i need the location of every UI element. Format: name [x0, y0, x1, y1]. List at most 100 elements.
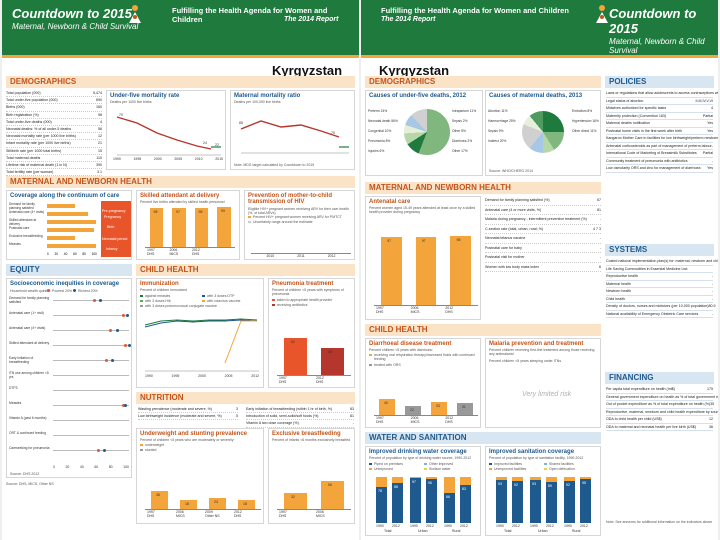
- diarrhoea-source: DHS: [376, 420, 384, 424]
- water-bar-other: [460, 477, 471, 485]
- demographic-label: Total maternal deaths: [6, 155, 41, 160]
- policy-value: Yes: [707, 166, 713, 170]
- u5-cause-label: Congenital 10%: [368, 129, 392, 133]
- brand-block-right: Countdown to 2015 Maternal, Newborn & Ch…: [609, 6, 718, 55]
- demographic-label: Total fertility rate (per woman): [6, 170, 54, 175]
- maternal-cause-label: Haemorrhage 25%: [488, 119, 516, 123]
- equity-row-label: DTP3: [9, 386, 18, 390]
- demographic-value: 4: [100, 119, 102, 124]
- u5mr-line-chart: [116, 116, 221, 156]
- water-legend-swatch: [369, 463, 372, 465]
- stunting-source: DHS: [234, 514, 242, 518]
- demographic-value: 690: [96, 98, 102, 103]
- water-legend-swatch: [369, 468, 372, 470]
- malaria-limited-risk: Very limited risk: [522, 391, 572, 398]
- sba-bar: [149, 207, 163, 247]
- water-bar-improved: [410, 478, 421, 523]
- equity-row-label: Demand for family planning satisfied: [9, 296, 50, 304]
- financing-label: Reproductive, maternal, newborn and chil…: [606, 409, 718, 414]
- diarrhoea-value: 22: [409, 408, 414, 413]
- coverage-axis-label: 20: [54, 252, 59, 256]
- water-bar-improved: [392, 482, 403, 523]
- mnh-indicator-label: Demand for family planning satisfied (%): [485, 198, 550, 202]
- equity-axis-label: 40: [79, 465, 84, 469]
- equity-richest-dot: [125, 313, 129, 317]
- header-band: [2, 0, 359, 55]
- equity-legend-poorest: Poorest 20%: [52, 289, 73, 293]
- water-bar-improved: [460, 484, 471, 523]
- nutrition-table-b: Early initiation of breastfeeding (withi…: [246, 406, 354, 428]
- financing-label: Out of pocket expenditure as % of total …: [606, 402, 711, 406]
- immunization-year-label: 1990: [145, 374, 153, 378]
- report-subtitle-right: The 2014 Report: [381, 16, 436, 23]
- nutrition-value: 3: [236, 407, 238, 411]
- mnh-indicator-label: Postnatal visit for mother: [485, 255, 525, 259]
- financing-label: General government expenditure on health…: [606, 394, 718, 399]
- demographic-value: 110: [96, 155, 102, 160]
- u5mr-year-label: 2010: [194, 157, 203, 161]
- sba-source: MICS: [169, 252, 179, 256]
- nutrition-label: Early initiation of breastfeeding (withi…: [246, 407, 333, 411]
- u5mr-year-label: 2015: [215, 157, 223, 161]
- equity-row-label: Vitamin A (past 6 months): [9, 416, 47, 420]
- sanitation-group: Rural: [572, 529, 581, 533]
- policies-table: Laws or regulations that allow adolescen…: [606, 90, 718, 173]
- equity-row-line: [53, 450, 129, 451]
- anc-source: MICS: [410, 310, 420, 314]
- header-accent-line-right: [361, 55, 718, 58]
- mnh-indicator-value: -: [599, 236, 601, 240]
- u5mr-target: 22: [215, 143, 219, 147]
- u5-cause-label: Intrapartum 11%: [452, 109, 477, 113]
- sba-title: Skilled attendant at delivery: [140, 193, 220, 199]
- system-label: Density of doctors, nurses and midwives …: [606, 304, 709, 308]
- pneumonia-value: 45: [328, 350, 332, 354]
- section-child-health-right: CHILD HEALTH: [365, 324, 601, 336]
- pneumonia-year: 1997: [279, 376, 287, 380]
- water-group: Rural: [452, 529, 461, 533]
- pneumonia-chart: Pneumonia treatment Percent of children …: [268, 278, 355, 388]
- demographics-table: Total population (000) 5,474 Total under-f…: [6, 90, 102, 184]
- equity-row-line: [53, 300, 129, 301]
- sanitation-bar-other: [564, 477, 575, 481]
- u5-cause-label: Other 5%: [452, 129, 466, 133]
- diarrhoea-value: 40: [383, 401, 388, 405]
- immunization-legend-label: with 3 doses pneumococcal conjugate vacc…: [145, 304, 217, 308]
- stunting-chart: Underweight and stunting prevalence Perc…: [136, 428, 264, 524]
- pmtct-chart: Prevention of mother-to-child transmissi…: [244, 190, 355, 260]
- stage-infancy: Infancy: [106, 247, 118, 251]
- u5mr-year-label: 1990: [113, 157, 121, 161]
- diarrhoea-value: 31: [461, 404, 466, 409]
- sba-subtitle: Percent live births attended by skilled …: [140, 200, 225, 204]
- policy-row: Postnatal home visits in the first week …: [606, 128, 713, 135]
- anc-year: 1997: [376, 306, 384, 310]
- water-legend-label: Piped on premises: [374, 462, 403, 466]
- immunization-swatch: [202, 300, 205, 302]
- equity-richest-dot: [110, 358, 114, 362]
- stunting-year: 2009: [205, 510, 213, 514]
- sba-value: 98: [198, 209, 203, 214]
- sba-year: 2012: [192, 248, 200, 252]
- financing-row: ODA to maternal and neonatal health per …: [606, 424, 713, 431]
- immunization-swatch: [202, 295, 205, 297]
- u5mr-year-label: 2005: [174, 157, 183, 161]
- immunization-year-label: 2012: [251, 374, 259, 378]
- equity-row-label: Skilled attendant at delivery: [9, 341, 50, 345]
- pneumonia-swatch-2: [272, 304, 275, 306]
- sanitation-bar-improved: [512, 480, 523, 523]
- sanitation-value: 89: [548, 484, 552, 489]
- policy-label: Postnatal home visits in the first week …: [606, 128, 683, 133]
- pmtct-year-label: 2011: [297, 254, 305, 258]
- mnh-indicator-value: 4 7 3: [593, 226, 601, 231]
- ebf-bar: [284, 493, 307, 509]
- section-equity: EQUITY: [6, 264, 132, 276]
- brand-title-right: Countdown to 2015: [609, 6, 697, 36]
- section-systems: SYSTEMS: [605, 244, 714, 256]
- pneumonia-subtitle: Percent of children <5 years with sympto…: [272, 288, 344, 296]
- water-legend-label: Surface water: [429, 467, 451, 471]
- anc-chart: Antenatal care Percent women aged 15-49 …: [365, 196, 481, 320]
- u5mr-value-2012: 24: [203, 141, 207, 145]
- report-title-right: Fulfilling the Health Agenda for Women a…: [381, 6, 569, 15]
- maternal-cause-label: Abortion 11%: [488, 109, 508, 113]
- nutrition-row: Low birthweight incidence (moderate and …: [138, 413, 238, 421]
- u5-causes-pie-graphic: [404, 109, 450, 155]
